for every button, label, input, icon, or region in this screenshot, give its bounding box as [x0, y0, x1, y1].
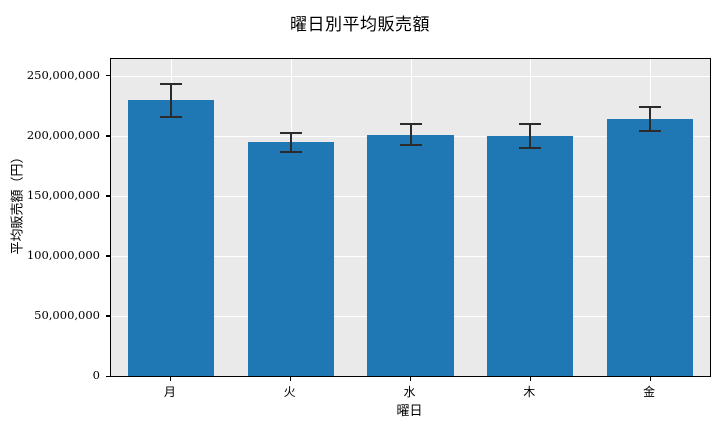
error-bar-cap-lower	[399, 144, 422, 147]
x-tick-mark	[649, 376, 651, 381]
bar[interactable]	[247, 142, 334, 376]
bar[interactable]	[367, 134, 454, 376]
error-bar-cap-upper	[159, 83, 182, 86]
x-tick-mark	[170, 376, 172, 381]
error-bar-line	[529, 124, 532, 149]
bar[interactable]	[606, 119, 694, 376]
x-axis-label: 曜日	[396, 404, 423, 419]
bar-series	[111, 59, 710, 376]
x-tick-mark	[290, 376, 292, 381]
y-tick-mark	[106, 75, 111, 77]
x-tick-label: 金	[643, 385, 656, 399]
error-bar-line	[289, 132, 292, 153]
error-bar-cap-lower	[519, 147, 542, 150]
chart-title: 曜日別平均販売額	[290, 15, 430, 35]
y-tick-mark	[106, 375, 111, 377]
y-tick-label: 200,000,000	[26, 127, 100, 142]
x-tick-mark	[529, 376, 531, 381]
x-tick-label: 火	[283, 385, 296, 399]
error-bar-cap-upper	[279, 131, 302, 134]
x-tick-mark	[409, 376, 412, 381]
y-tick-mark	[106, 135, 111, 137]
error-bar-line	[169, 84, 172, 117]
x-tick-label: 水	[403, 385, 416, 399]
error-bar-cap-upper	[639, 106, 662, 109]
plot-area	[106, 58, 711, 381]
y-tick-mark	[106, 255, 111, 257]
error-bar-line	[649, 107, 652, 132]
x-tick-label: 月	[163, 385, 176, 399]
error-bar-cap-upper	[399, 122, 422, 125]
y-tick-mark	[106, 315, 111, 317]
x-tick-label: 木	[523, 385, 536, 399]
y-tick-label: 100,000,000	[26, 247, 100, 262]
error-bar-series	[111, 59, 710, 376]
y-tick-label: 150,000,000	[26, 187, 100, 202]
error-bar-cap-upper	[519, 123, 542, 126]
error-bar-cap-lower	[279, 151, 302, 154]
bar[interactable]	[487, 136, 574, 376]
y-tick-label: 0	[92, 368, 100, 382]
bar[interactable]	[127, 100, 215, 376]
y-tick-label: 50,000,000	[34, 307, 100, 322]
error-bar-cap-lower	[639, 130, 662, 133]
error-bar-cap-lower	[159, 115, 182, 118]
error-bar-line	[409, 123, 412, 146]
y-tick-mark	[106, 195, 111, 197]
y-tick-label: 250,000,000	[26, 67, 100, 82]
